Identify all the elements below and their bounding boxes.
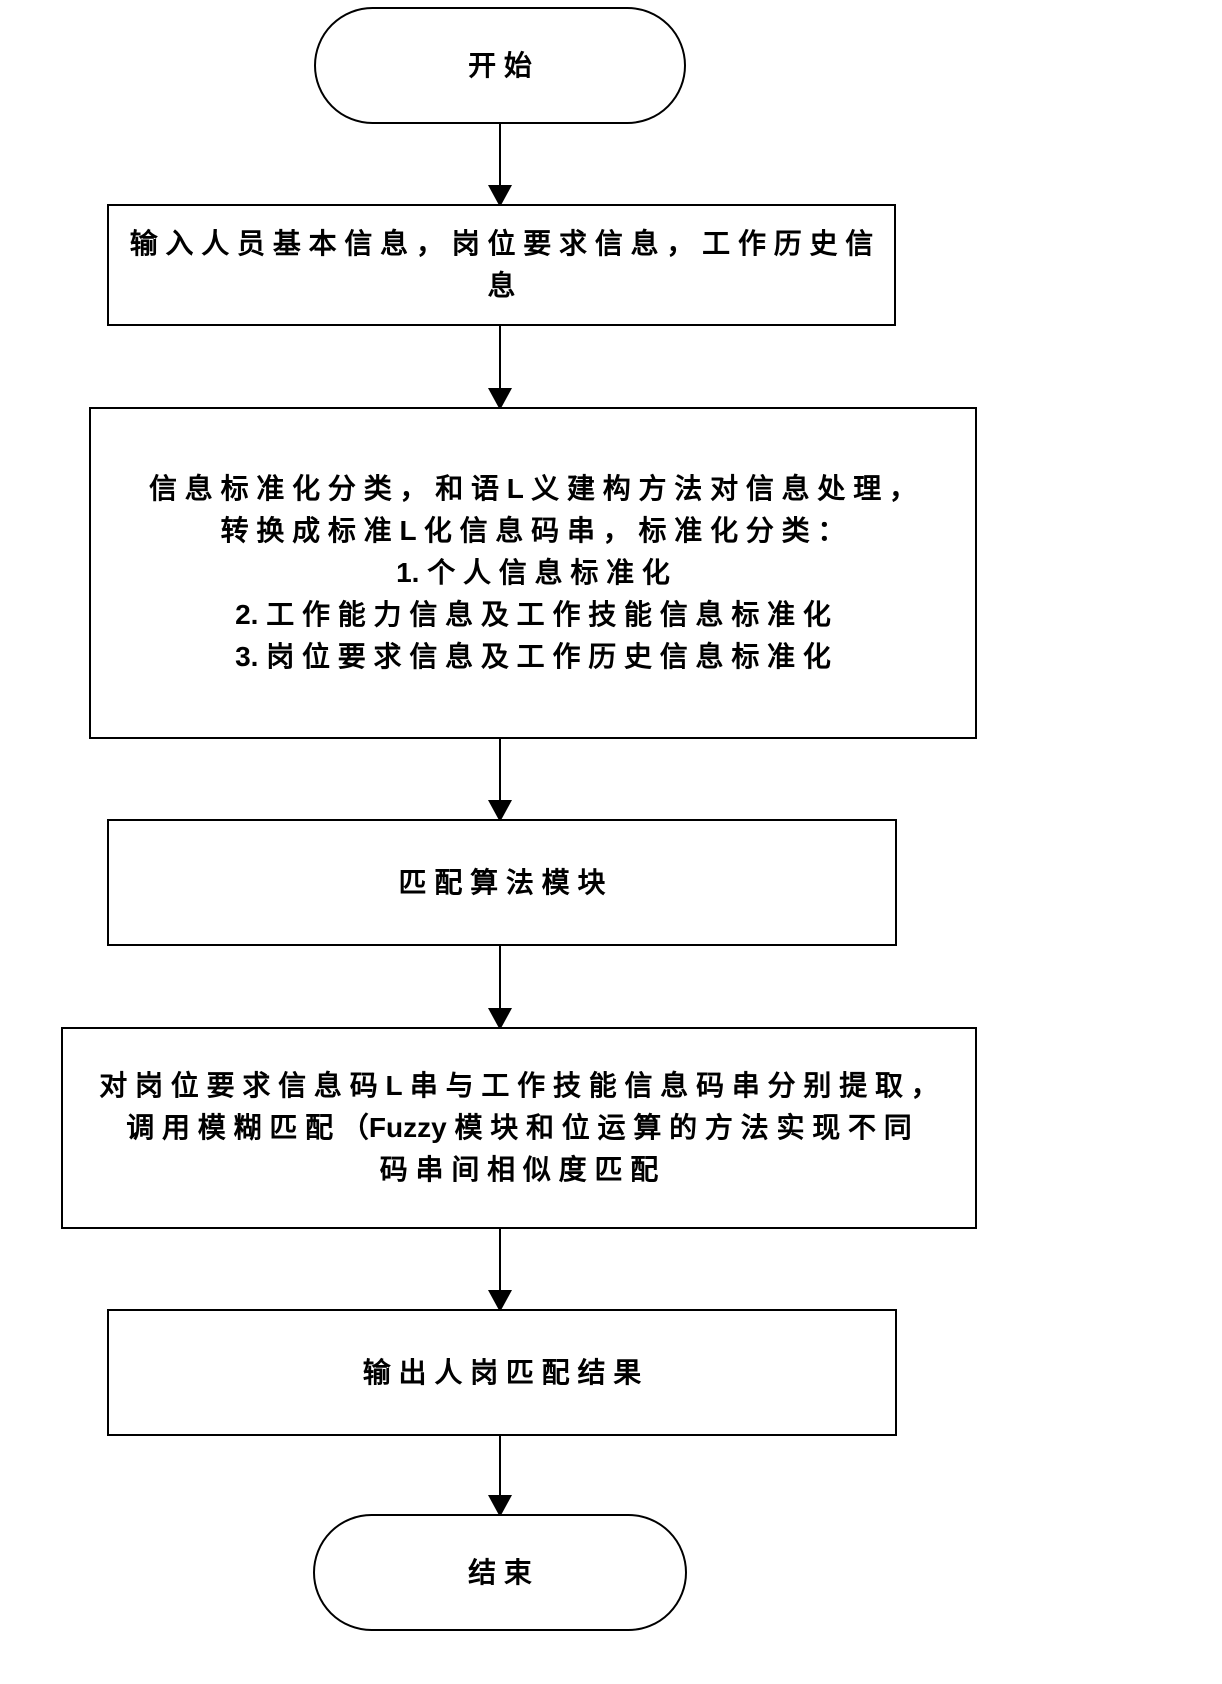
node-b1-label: 输 入 人 员 基 本 信 息 ， 岗 位 要 求 信 息 ， 工 作 历 史 … <box>118 211 885 319</box>
node-b5-label: 输 出 人 岗 匹 配 结 果 <box>118 1316 886 1429</box>
node-b4-label: 对 岗 位 要 求 信 息 码 L 串 与 工 作 技 能 信 息 码 串 分 … <box>72 1034 966 1222</box>
node-b2-label: 信 息 标 准 化 分 类 ， 和 语 L 义 建 构 方 法 对 信 息 处 … <box>100 414 966 732</box>
node-b3-label: 匹 配 算 法 模 块 <box>118 826 886 939</box>
node-end-label: 结 束 <box>324 1521 676 1624</box>
node-start-label: 开 始 <box>325 14 675 117</box>
